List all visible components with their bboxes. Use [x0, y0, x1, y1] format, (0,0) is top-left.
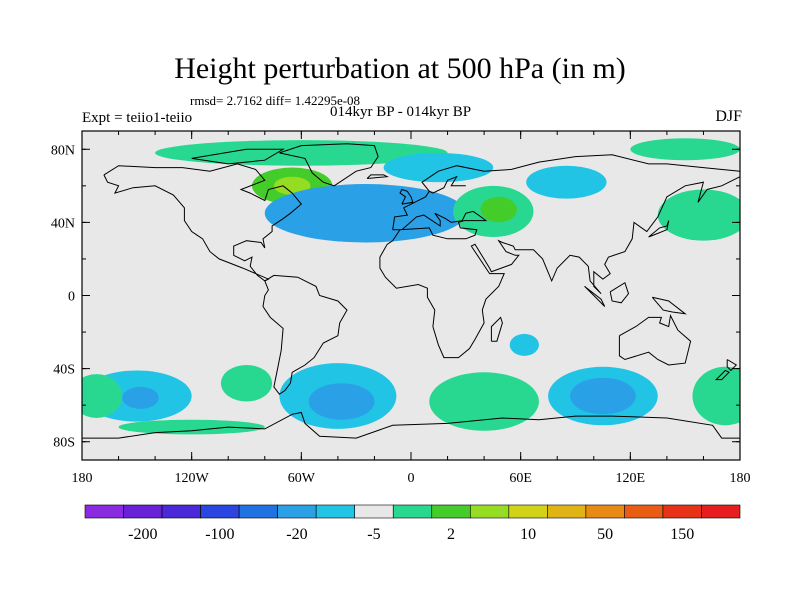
- coastline-uk: [399, 188, 414, 205]
- coastline-australia: [618, 314, 692, 366]
- coastline-borneo-indo: [609, 281, 630, 304]
- colorbar-label: 10: [520, 526, 536, 543]
- colorbar-swatch: [200, 504, 240, 519]
- season-label: DJF: [715, 108, 742, 125]
- coastline-south-america: [262, 274, 348, 395]
- y-tick-label: 40N: [51, 216, 75, 231]
- anomaly-siberia-low: [526, 165, 607, 199]
- anomaly-dateline-high-w: [82, 374, 123, 418]
- anomaly-mideast-high-core: [480, 196, 518, 223]
- coastline-north-america: [103, 163, 303, 282]
- x-tick-label: 60E: [509, 471, 532, 486]
- colorbar-swatch: [277, 504, 317, 519]
- x-tick-label: 120W: [175, 471, 210, 486]
- colorbar-swatch: [701, 504, 741, 519]
- y-tick-label: 80S: [53, 436, 75, 451]
- anomaly-east-asia-high: [657, 189, 740, 241]
- coastline-scandinavia-baltic: [429, 175, 466, 194]
- y-tick-label: 40S: [53, 363, 75, 378]
- coastline-japan: [648, 220, 670, 238]
- colorbar-swatch: [431, 504, 471, 519]
- colorbar-swatch: [585, 504, 625, 519]
- coastlines: [82, 143, 740, 439]
- colorbar-swatch: [84, 504, 124, 519]
- colorbar-swatch: [315, 504, 356, 519]
- coastline-new-guinea: [651, 296, 687, 315]
- anomaly-madagascar-low: [509, 333, 539, 356]
- period-label: 014kyr BP - 014kyr BP: [330, 104, 472, 120]
- coastline-greenland: [279, 143, 379, 187]
- anomaly-south-pacific-high: [220, 364, 273, 402]
- coastline-new-zealand-s: [714, 369, 730, 381]
- coastline-new-zealand-n: [726, 359, 738, 372]
- x-tick-label: 0: [408, 471, 415, 486]
- x-tick-label: 120E: [616, 471, 646, 486]
- anomaly-antarctic-band: [118, 419, 265, 435]
- anomaly-labrador-high-core: [273, 176, 311, 195]
- colorbar-label: 150: [670, 526, 694, 543]
- rmsd-diff-stats: rmsd= 2.7162 diff= 1.42295e-08: [190, 93, 361, 108]
- y-tick-label: 0: [68, 290, 75, 305]
- x-tick-label: 180: [730, 471, 751, 486]
- coastline-sumatra: [584, 286, 606, 307]
- coastline-eurasia-africa: [379, 154, 740, 359]
- anomaly-indian-ocean-low-core: [570, 377, 636, 415]
- x-tick-label: 60W: [288, 471, 316, 486]
- colorbar-swatch: [238, 504, 278, 519]
- colorbar-swatch: [123, 504, 163, 519]
- anomaly-south-atlantic-low-core: [308, 383, 375, 420]
- coastline-antarctica: [82, 411, 740, 439]
- colorbar-label: -20: [286, 526, 307, 543]
- colorbar-swatch: [662, 504, 702, 519]
- colorbar-swatch: [547, 504, 587, 519]
- colorbar: -200 -100 -20 -5 2 10 50 150: [84, 504, 741, 543]
- colorbar-label: -100: [205, 526, 234, 543]
- anomaly-south-pacific-low-w-core: [122, 386, 159, 409]
- colorbar-swatch: [469, 504, 510, 519]
- axis-ticks: 180 120W 60W 0 60E 120E 180 80N 40N 0 40S 80S: [51, 131, 751, 486]
- anomaly-arctic-east-high: [630, 138, 740, 161]
- anomaly-tasman-high: [692, 366, 740, 426]
- colorbar-label: 50: [597, 526, 613, 543]
- x-tick-label: 180: [72, 471, 93, 486]
- experiment-label: Expt = teiio1-teiio: [82, 110, 193, 126]
- colorbar-swatch: [624, 504, 664, 519]
- colorbar-swatch: [508, 504, 548, 519]
- colorbar-label: -5: [367, 526, 380, 543]
- colorbar-label: -200: [128, 526, 157, 543]
- coastline-iceland: [366, 174, 389, 179]
- anomaly-europe-low: [383, 152, 494, 183]
- coastline-arctic-islands-ca: [191, 148, 285, 165]
- anomaly-south-africa-high: [429, 372, 539, 431]
- y-tick-label: 80N: [51, 143, 75, 158]
- colorbar-label: 2: [447, 526, 455, 543]
- colorbar-swatch: [354, 504, 394, 519]
- figure-title: Height perturbation at 500 hPa (in m): [174, 52, 626, 85]
- anomaly-north-atlantic-low: [264, 184, 466, 243]
- colorbar-swatch: [392, 504, 433, 519]
- colorbar-swatch: [161, 504, 201, 519]
- coastline-madagascar: [490, 316, 503, 342]
